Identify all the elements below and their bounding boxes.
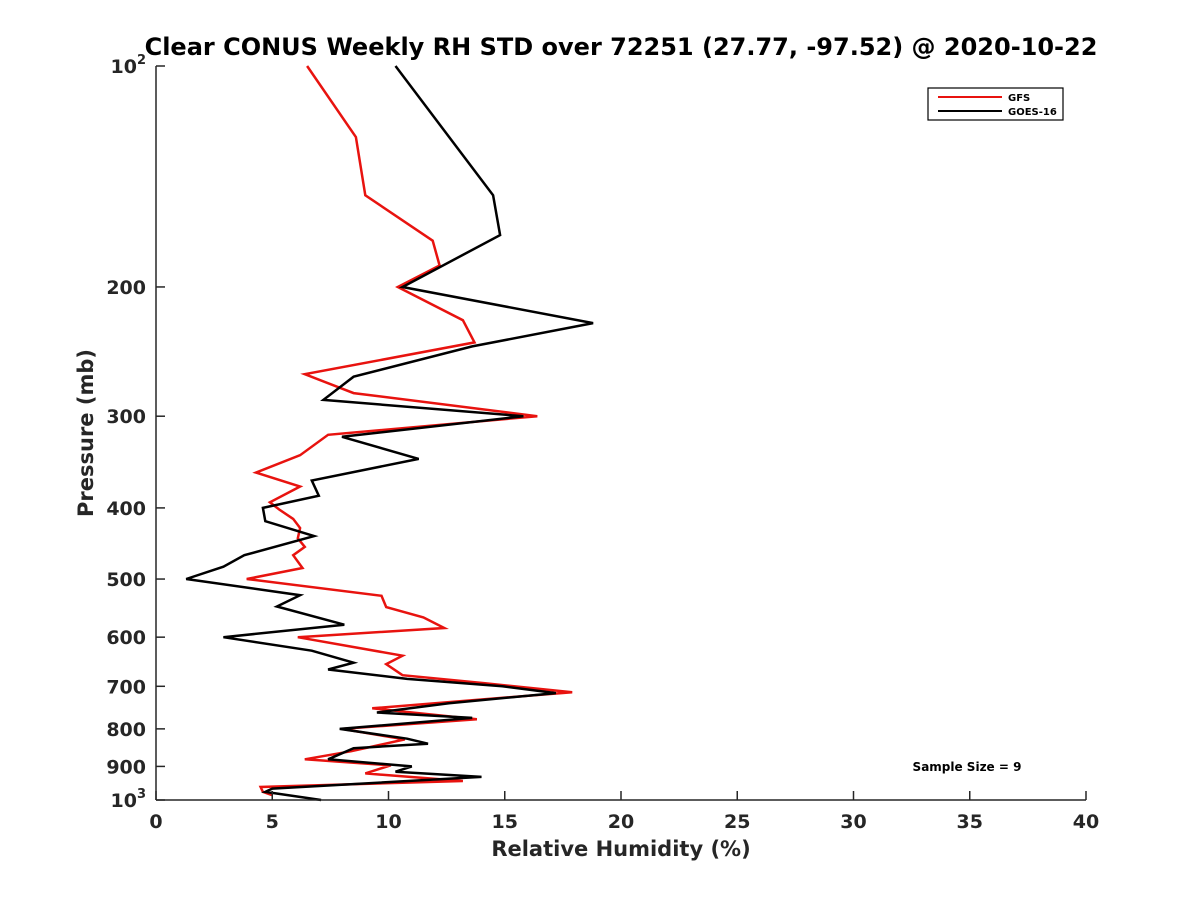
y-tick-label: 102	[111, 53, 147, 78]
sample-size-annotation: Sample Size = 9	[913, 760, 1022, 774]
legend-label-gfs: GFS	[1008, 93, 1030, 104]
x-axis-label: Relative Humidity (%)	[491, 837, 750, 861]
y-tick-label: 800	[106, 719, 146, 741]
x-ticks: 0 5 10 15 20 25 30 35 40	[149, 791, 1099, 833]
y-tick-label: 400	[106, 498, 146, 520]
y-tick-label: 700	[106, 676, 146, 698]
legend: GFS GOES-16	[927, 87, 1064, 121]
series-line-goes16	[185, 65, 594, 802]
legend-box	[927, 87, 1064, 121]
x-tick-label: 40	[1073, 811, 1099, 833]
y-tick-label: 200	[106, 277, 146, 299]
legend-label-goes16: GOES-16	[1008, 107, 1057, 118]
x-tick-label: 5	[266, 811, 279, 833]
plot-lines	[185, 65, 594, 802]
x-tick-label: 0	[149, 811, 162, 833]
x-tick-label: 10	[375, 811, 401, 833]
y-tick-label: 103	[111, 787, 147, 812]
series-line-gfs	[246, 65, 573, 797]
y-tick-label: 900	[106, 756, 146, 778]
y-ticks: 102 200 300 400 500 600 700 800 900 103	[106, 53, 165, 812]
y-axis-label: Pressure (mb)	[74, 349, 98, 517]
x-tick-label: 35	[957, 811, 983, 833]
x-tick-label: 20	[608, 811, 634, 833]
x-tick-label: 25	[724, 811, 750, 833]
y-tick-label: 500	[106, 569, 146, 591]
y-tick-label: 600	[106, 627, 146, 649]
x-tick-label: 15	[492, 811, 518, 833]
chart-title: Clear CONUS Weekly RH STD over 72251 (27…	[145, 33, 1098, 61]
y-tick-label: 300	[106, 406, 146, 428]
x-tick-label: 30	[840, 811, 866, 833]
